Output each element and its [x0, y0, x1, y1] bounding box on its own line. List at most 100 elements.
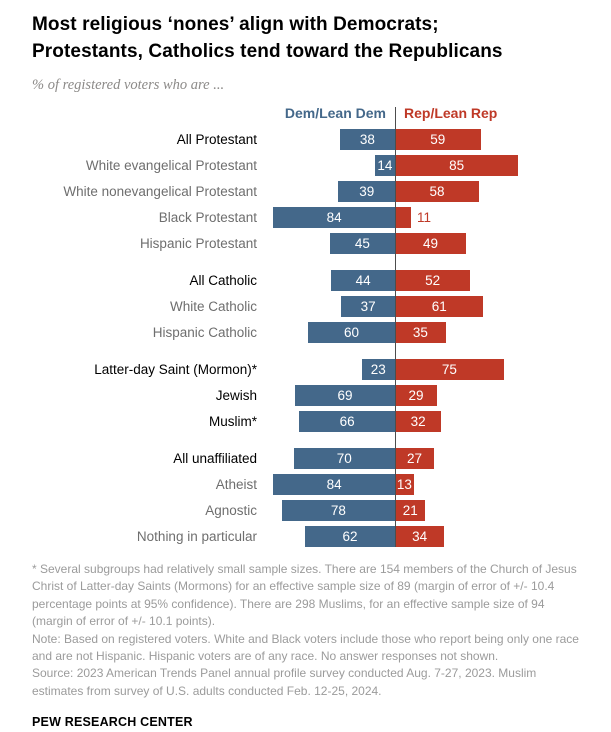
- dem-value: 44: [355, 272, 371, 288]
- rep-bar: 29: [395, 384, 438, 406]
- title-line-1: Most religious ‘nones’ align with Democr…: [32, 14, 439, 35]
- category-label: All Catholic: [189, 272, 257, 288]
- rep-value: 32: [410, 413, 426, 429]
- category-label: Jewish: [215, 387, 257, 403]
- dem-bar: 38: [339, 128, 395, 150]
- dem-value: 66: [339, 413, 355, 429]
- category-label: Latter-day Saint (Mormon)*: [94, 361, 257, 377]
- rep-bar: 32: [395, 410, 442, 432]
- dem-value: 84: [326, 209, 342, 225]
- bars-area: 69 29: [265, 384, 583, 406]
- dem-value: 69: [337, 387, 353, 403]
- rep-bar: 75: [395, 358, 504, 380]
- dem-bar: 45: [329, 232, 395, 254]
- label-column-spacer: [32, 105, 265, 129]
- footnote-asterisk: * Several subgroups had relatively small…: [32, 561, 577, 629]
- chart-row: Muslim* 66 32: [32, 410, 583, 432]
- dem-bar: 70: [293, 447, 395, 469]
- footnotes: * Several subgroups had relatively small…: [32, 561, 583, 700]
- rep-value: 35: [412, 324, 428, 340]
- chart-row: White nonevangelical Protestant 39 58: [32, 180, 583, 202]
- dem-value: 60: [343, 324, 360, 340]
- dem-value: 84: [326, 476, 342, 492]
- category-label: Agnostic: [205, 502, 257, 518]
- page-title: Most religious ‘nones’ align with Democr…: [32, 12, 583, 66]
- series-header-row: Dem/Lean Dem Rep/Lean Rep: [32, 105, 583, 129]
- dem-value: 62: [342, 528, 358, 544]
- rep-bar: 85: [395, 154, 519, 176]
- dem-bar: 60: [308, 321, 395, 343]
- bars-area: 62 34: [265, 525, 583, 547]
- title-line-2: Protestants, Catholics tend toward the R…: [32, 40, 503, 62]
- category-label: Hispanic Protestant: [139, 235, 257, 251]
- rep-value: 29: [408, 387, 424, 403]
- rep-bar: 58: [395, 180, 480, 202]
- rep-bar: 61: [395, 295, 484, 317]
- category-label: Hispanic Catholic: [152, 324, 257, 340]
- series-header-area: Dem/Lean Dem Rep/Lean Rep: [265, 105, 583, 129]
- dem-value: 45: [354, 235, 370, 251]
- category-label: White Catholic: [169, 298, 257, 314]
- dem-value: 38: [359, 131, 375, 147]
- rep-value: 34: [412, 528, 428, 544]
- category-label: White nonevangelical Protestant: [63, 183, 257, 199]
- rep-value: 11: [416, 209, 431, 225]
- pew-research-center-branding: PEW RESEARCH CENTER: [32, 715, 193, 730]
- bars-area: 44 52: [265, 269, 583, 291]
- rep-value: 58: [429, 183, 445, 199]
- bars-area: 60 35: [265, 321, 583, 343]
- bars-area: 14 85: [265, 154, 583, 176]
- rep-value: 59: [430, 131, 446, 147]
- rep-bar: 52: [395, 269, 471, 291]
- chart-row: All Catholic 44 52: [32, 269, 583, 291]
- chart-row: Agnostic 78 21: [32, 499, 583, 521]
- rep-bar: 59: [395, 128, 481, 150]
- rep-value: 49: [423, 235, 439, 251]
- chart-row: Atheist 84 13: [32, 473, 583, 495]
- bars-area: 37 61: [265, 295, 583, 317]
- dem-bar: 84: [273, 473, 395, 495]
- category-label: All Protestant: [176, 131, 257, 147]
- bars-area: 70 27: [265, 447, 583, 469]
- rep-bar: 27: [395, 447, 435, 469]
- rep-value: 52: [425, 272, 441, 288]
- chart-row: Hispanic Catholic 60 35: [32, 321, 583, 343]
- dem-bar: 66: [299, 410, 395, 432]
- dem-value: 14: [377, 157, 393, 173]
- category-label: Muslim*: [208, 413, 257, 429]
- rep-value: 21: [402, 502, 418, 518]
- bars-area: 84 13: [265, 473, 583, 495]
- footnote-note: Note: Based on registered voters. White …: [32, 631, 579, 663]
- rep-value: 27: [407, 450, 423, 466]
- chart-row: Nothing in particular 62 34: [32, 525, 583, 547]
- dem-bar: 14: [374, 154, 395, 176]
- dem-bar: 39: [338, 180, 395, 202]
- footnote-source: Source: 2023 American Trends Panel annua…: [32, 666, 537, 698]
- bars-area: 78 21: [265, 499, 583, 521]
- bars-area: 66 32: [265, 410, 583, 432]
- chart-rows: All Protestant 38 59 White evangelical Prot…: [32, 128, 583, 547]
- rep-bar: 35: [395, 321, 446, 343]
- chart-row: Black Protestant 84 11: [32, 206, 583, 228]
- rep-bar: [395, 206, 411, 228]
- chart-row: Latter-day Saint (Mormon)* 23 75: [32, 358, 583, 380]
- chart-row: All Protestant 38 59: [32, 128, 583, 150]
- rep-value: 75: [441, 361, 457, 377]
- dem-bar: 44: [331, 269, 395, 291]
- bars-area: 45 49: [265, 232, 583, 254]
- rep-value: 85: [449, 157, 465, 173]
- center-axis-line: [395, 106, 396, 547]
- chart-subtitle: % of registered voters who are ...: [32, 76, 225, 93]
- dem-value: 23: [370, 361, 386, 377]
- category-label: Nothing in particular: [136, 528, 257, 544]
- rep-bar: 13: [395, 473, 414, 495]
- category-label: Black Protestant: [158, 209, 257, 225]
- bars-area: 23 75: [265, 358, 583, 380]
- category-label: White evangelical Protestant: [85, 157, 257, 173]
- bars-area: 84 11: [265, 206, 583, 228]
- category-label: All unaffiliated: [173, 450, 257, 466]
- dem-bar: 69: [294, 384, 395, 406]
- chart-row: Jewish 69 29: [32, 384, 583, 406]
- bars-area: 38 59: [265, 128, 583, 150]
